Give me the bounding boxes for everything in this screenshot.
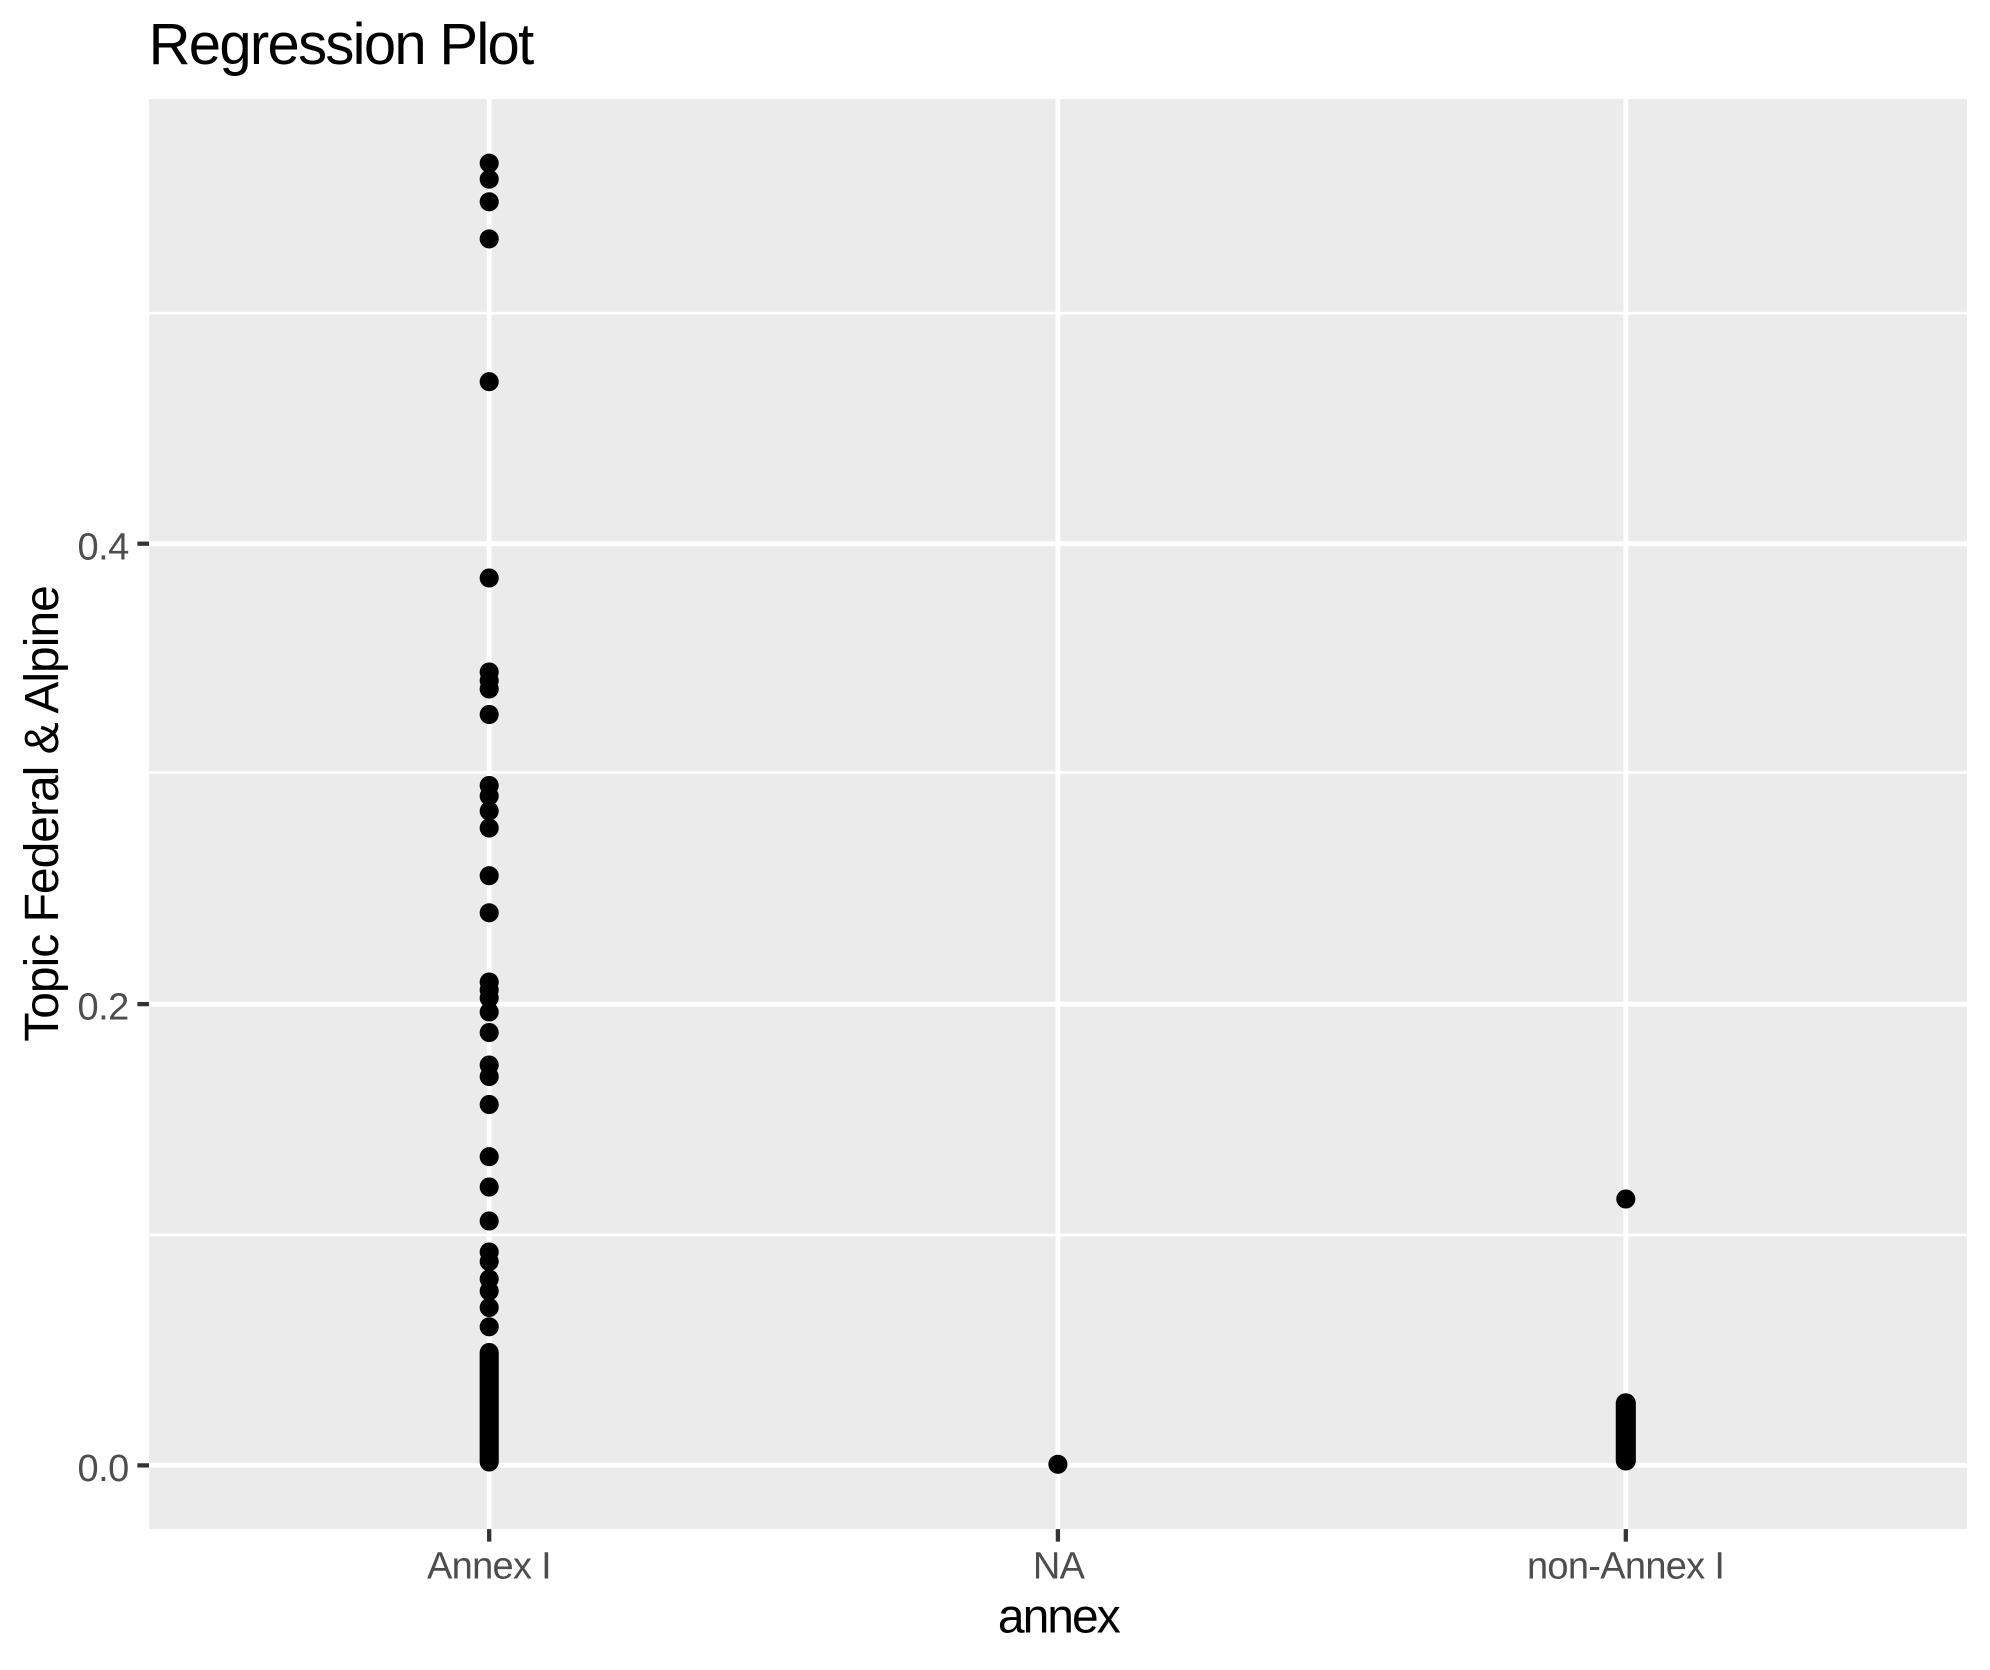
svg-text:annex: annex [998,1590,1121,1643]
svg-text:Regression Plot: Regression Plot [149,12,535,77]
svg-text:Topic Federal & Alpine: Topic Federal & Alpine [16,586,69,1042]
svg-text:0.0: 0.0 [77,1448,128,1490]
svg-text:NA: NA [1033,1545,1086,1587]
svg-text:0.2: 0.2 [77,987,128,1029]
svg-text:0.4: 0.4 [77,526,129,568]
svg-text:Annex I: Annex I [427,1545,551,1587]
svg-text:non-Annex I: non-Annex I [1527,1545,1724,1587]
